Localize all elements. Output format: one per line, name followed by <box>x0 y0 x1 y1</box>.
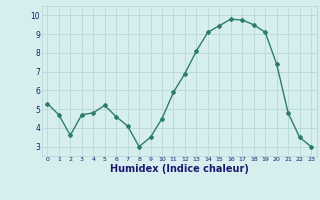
X-axis label: Humidex (Indice chaleur): Humidex (Indice chaleur) <box>110 164 249 174</box>
